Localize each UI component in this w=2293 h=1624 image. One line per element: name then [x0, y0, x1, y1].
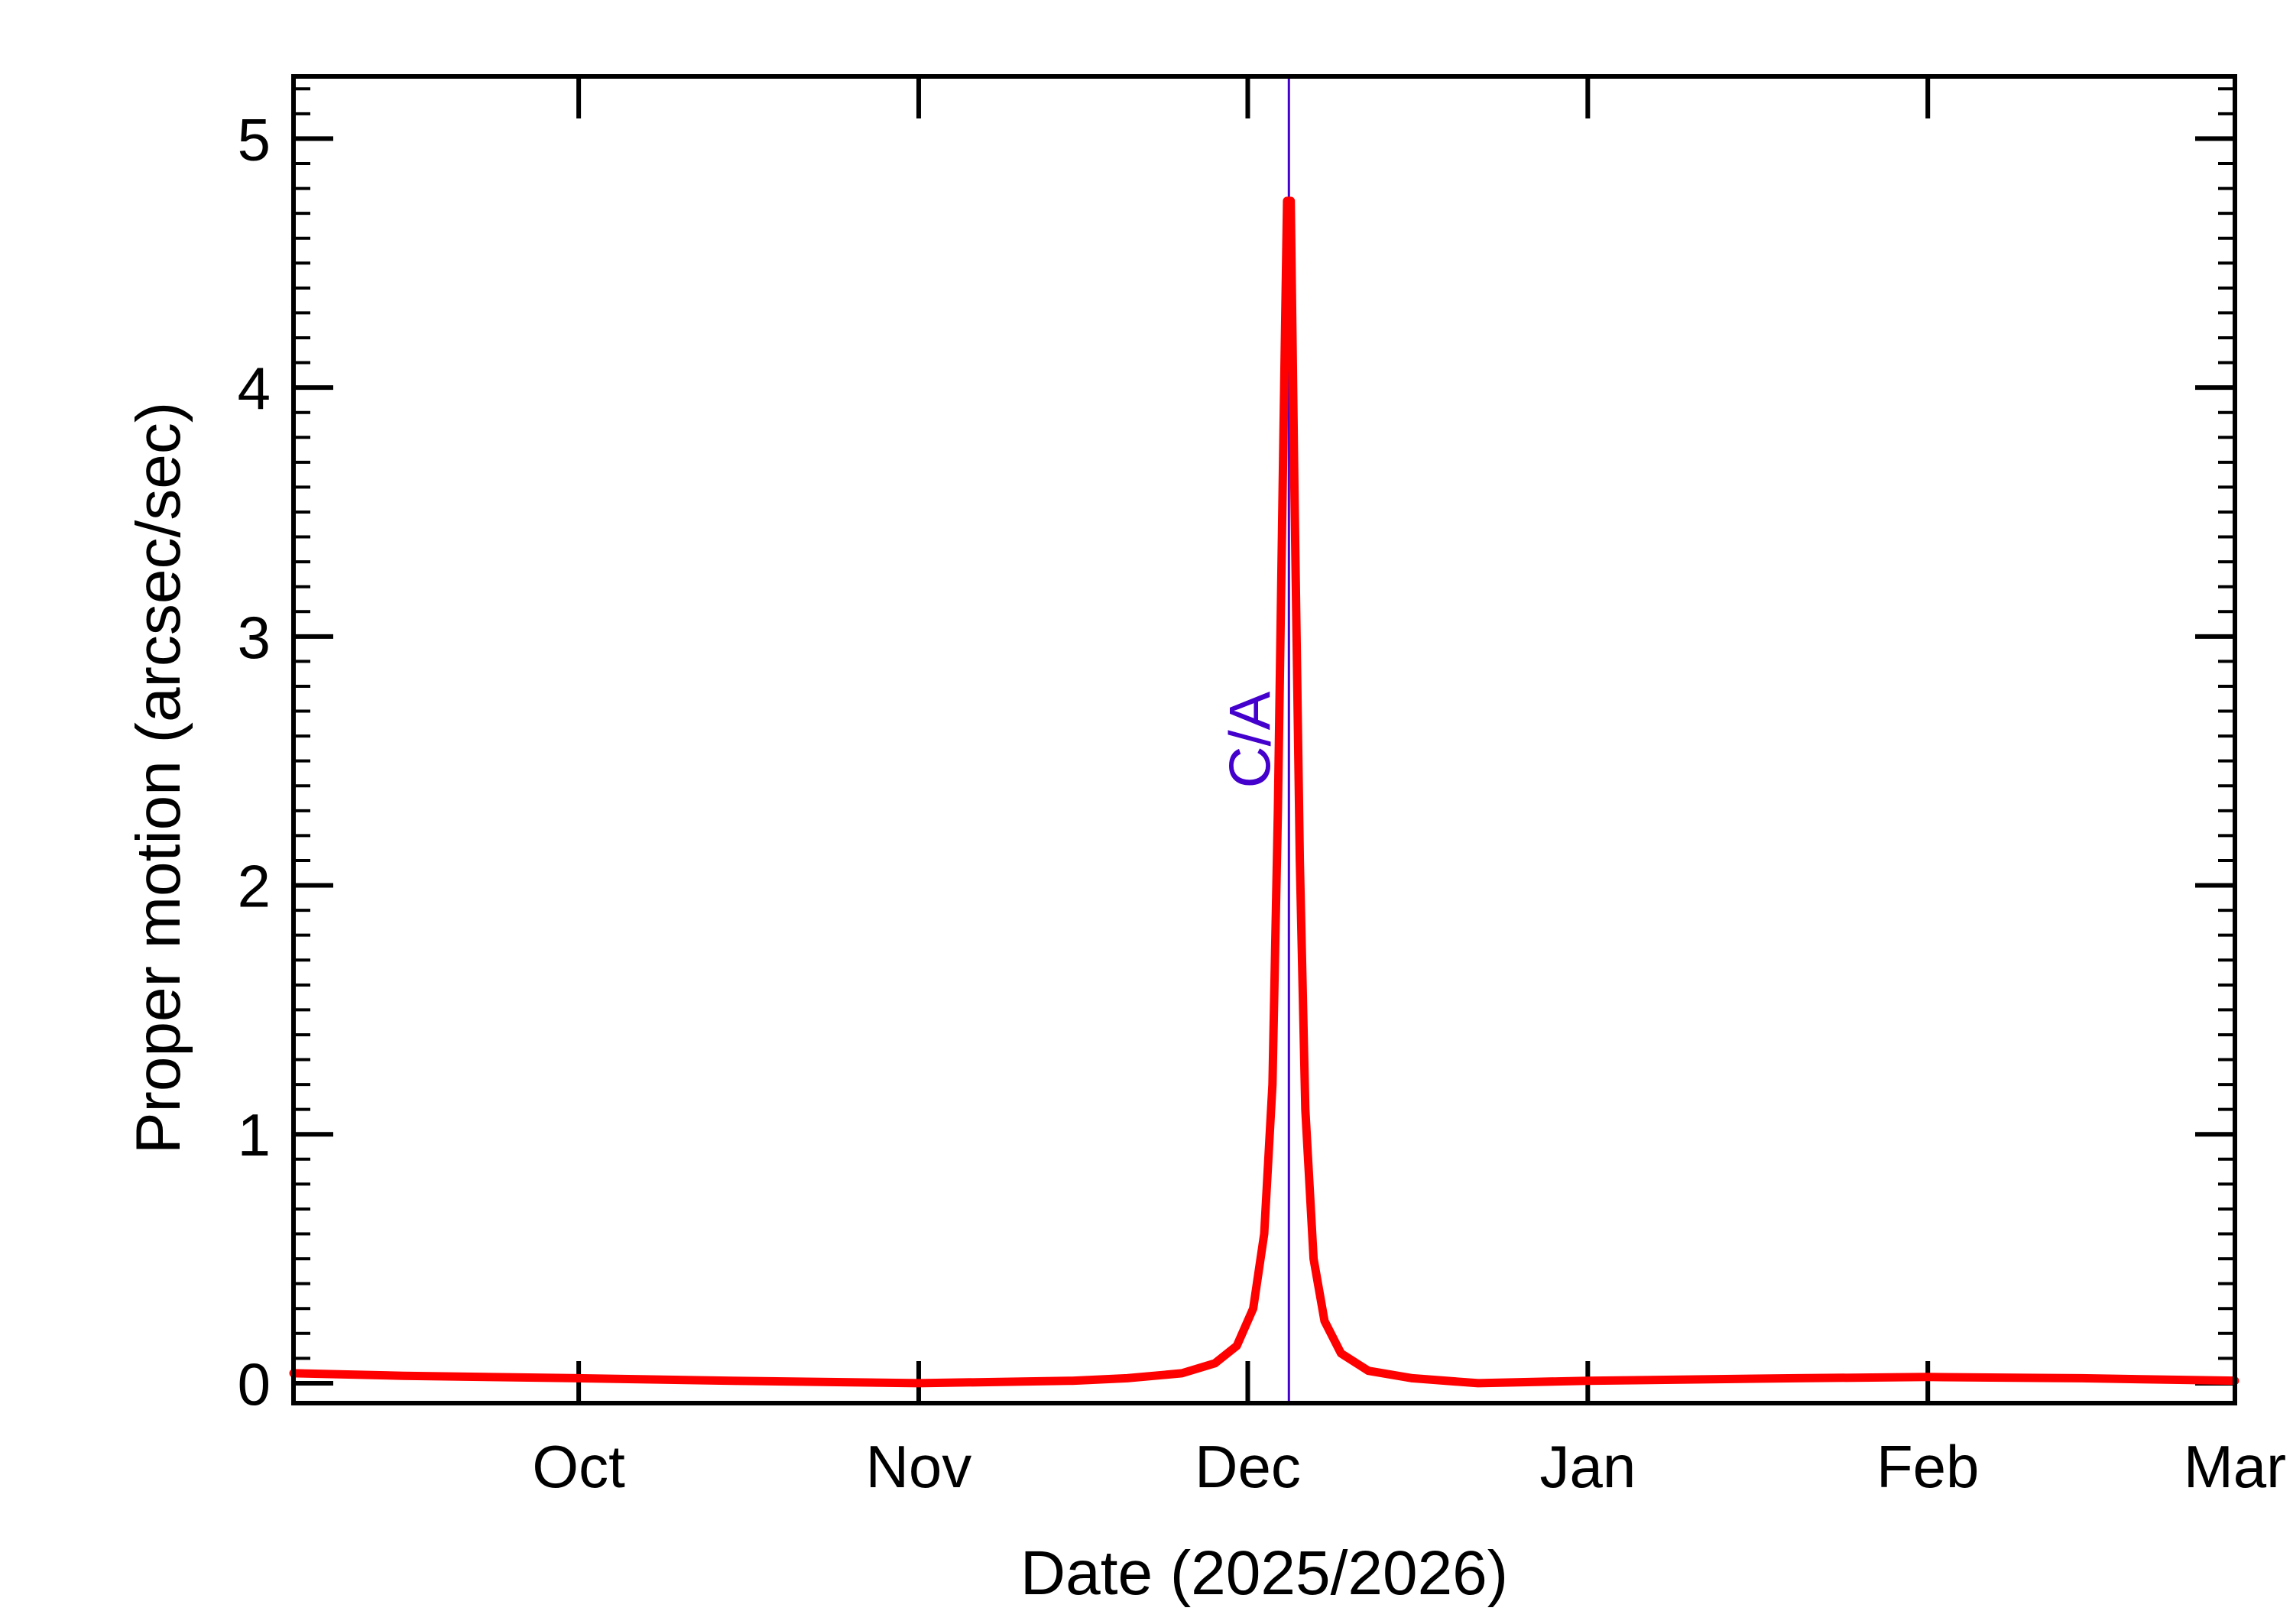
y-tick-label: 0 [238, 1350, 271, 1418]
x-tick-label: Oct [532, 1433, 625, 1500]
y-tick-label: 3 [238, 604, 271, 671]
y-tick-label: 1 [238, 1101, 271, 1169]
x-tick-label: Nov [866, 1433, 972, 1500]
y-axis-label: Proper motion (arcsec/sec) [124, 402, 193, 1154]
plot-frame [291, 74, 2237, 1405]
x-tick-label: Jan [1539, 1433, 1636, 1500]
tick-labels: Oct Nov Dec Jan Feb Mar 0 1 2 3 4 5 [238, 105, 2287, 1500]
closest-approach-label: C/A [1218, 691, 1283, 788]
x-tick-label: Feb [1876, 1433, 1979, 1500]
y-tick-label: 4 [238, 355, 271, 422]
x-axis-label: Date (2025/2026) [1020, 1538, 1508, 1608]
proper-motion-series-line [289, 196, 2239, 1388]
y-tick-label: 5 [238, 105, 271, 173]
y-tick-label: 2 [238, 853, 271, 920]
x-tick-label: Dec [1195, 1433, 1301, 1500]
x-tick-label: Mar [2184, 1433, 2286, 1500]
